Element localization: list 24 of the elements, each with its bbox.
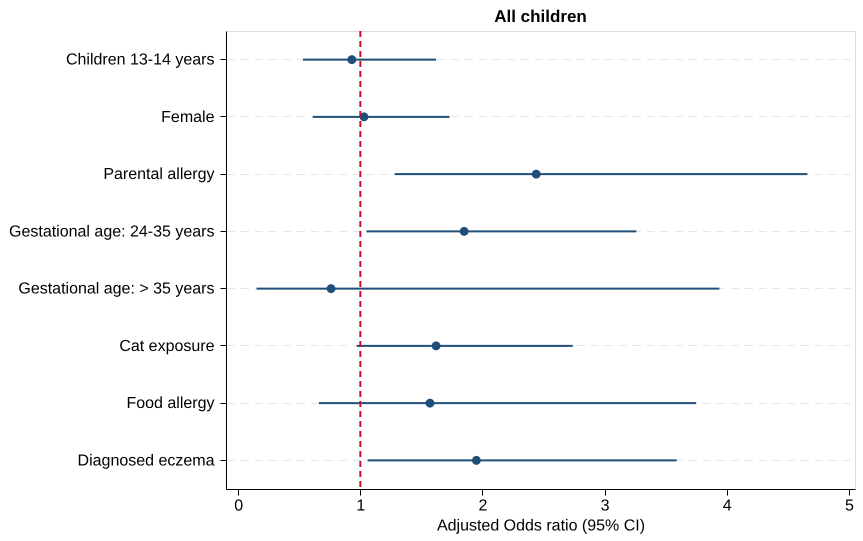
x-tick-label: 2 <box>478 498 488 514</box>
point <box>532 170 541 179</box>
point <box>347 55 356 64</box>
x-tick-label: 0 <box>234 498 244 514</box>
y-tick-label: Cat exposure <box>119 338 215 355</box>
point <box>326 284 336 294</box>
y-tick-label: Food allergy <box>126 395 214 412</box>
x-axis-title: Adjusted Odds ratio (95% CI) <box>436 518 646 534</box>
y-tick-label: Gestational age: > 35 years <box>18 280 214 298</box>
chart-title: All children <box>494 7 587 26</box>
y-tick-label: Parental allergy <box>103 166 214 184</box>
x-tick-label: 4 <box>722 498 732 514</box>
y-tick-label: Female <box>161 108 215 126</box>
x-tick-label: 5 <box>844 498 854 514</box>
point <box>432 341 441 350</box>
x-tick-label: 3 <box>600 498 610 514</box>
x-tick-label: 1 <box>356 498 366 514</box>
point <box>472 456 481 465</box>
point <box>425 398 434 408</box>
y-tick-label: Diagnosed eczema <box>78 452 215 470</box>
point <box>460 226 469 236</box>
y-tick-label: Gestational age: 24-35 years <box>9 223 214 240</box>
point <box>360 112 368 122</box>
y-tick-label: Children 13-14 years <box>66 52 214 69</box>
